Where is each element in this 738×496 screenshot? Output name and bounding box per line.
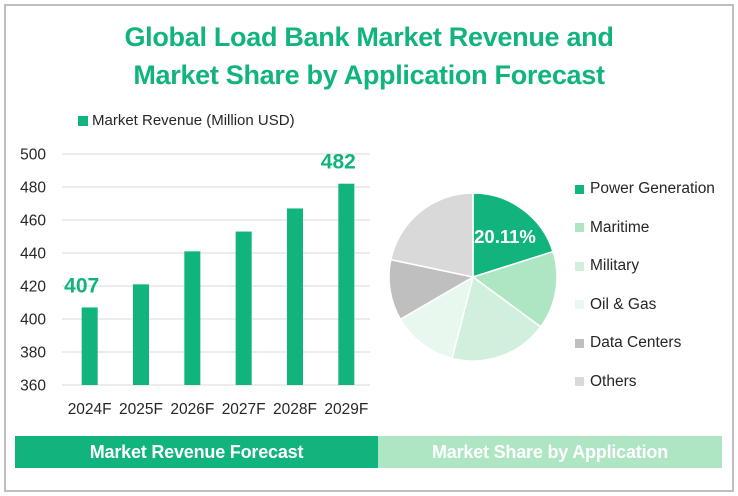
y-tick-label: 440 — [20, 246, 46, 263]
bar-legend: Market Revenue (Million USD) — [78, 112, 295, 129]
bar-y-tick-labels: 360 380 400 420 440 460 480 500 — [20, 147, 46, 395]
pie-legend-item: Power Generation — [575, 170, 715, 209]
pie-slice-military — [451, 275, 542, 362]
pie-legend-swatch — [575, 184, 584, 194]
pie-slice-others — [389, 192, 474, 278]
x-tick-label: 2025F — [119, 401, 163, 418]
pie-legend-label: Oil & Gas — [590, 295, 657, 313]
title-line-1: Global Load Bank Market Revenue and — [124, 22, 614, 52]
bar — [81, 307, 98, 385]
bar-legend-swatch — [78, 115, 88, 126]
pie-slice-data-centers — [388, 258, 476, 321]
pie-legend-label: Others — [590, 372, 637, 390]
pie-legend-label: Power Generation — [590, 180, 715, 198]
bar-data-label: 407 — [64, 274, 99, 297]
tab-market-share-by-application[interactable]: Market Share by Application — [378, 436, 722, 468]
y-tick-label: 480 — [20, 180, 46, 197]
pie-series — [388, 192, 558, 362]
pie-legend-item: Military — [575, 247, 715, 286]
pie-legend-swatch — [575, 377, 584, 387]
y-tick-label: 360 — [20, 378, 46, 395]
title-line-2: Market Share by Application Forecast — [133, 60, 605, 90]
chart-frame — [4, 4, 734, 492]
x-tick-label: 2028F — [273, 401, 317, 418]
pie-legend-label: Data Centers — [590, 334, 682, 352]
pie-legend-item: Maritime — [575, 209, 715, 248]
pie-legend-item: Oil & Gas — [575, 286, 715, 325]
pie-slice-oil-gas — [399, 275, 475, 360]
pie-legend-swatch — [575, 338, 584, 348]
y-tick-label: 500 — [20, 147, 46, 164]
bar-gridlines — [62, 153, 370, 386]
bar-x-tick-labels: 2024F 2025F 2026F 2027F 2028F 2029F — [68, 401, 369, 418]
pie-legend: Power Generation Maritime Military Oil & Ga… — [575, 170, 715, 401]
pie-slice-power-generation — [472, 192, 555, 279]
bar-data-labels: 407 482 — [64, 151, 356, 298]
chart-title: Global Load Bank Market Revenue and Mark… — [0, 18, 738, 94]
bar-series — [81, 183, 355, 385]
y-tick-label: 420 — [20, 279, 46, 296]
pie-legend-label: Military — [590, 257, 640, 275]
pie-slice-maritime — [471, 250, 558, 328]
bar-legend-label: Market Revenue (Million USD) — [92, 112, 295, 129]
pie-data-labels: 20.11% — [474, 226, 536, 247]
x-tick-label: 2026F — [170, 401, 214, 418]
bar — [133, 284, 149, 385]
bar — [235, 231, 252, 385]
tab-market-revenue-forecast[interactable]: Market Revenue Forecast — [15, 436, 378, 468]
x-tick-label: 2024F — [68, 401, 112, 418]
bar — [287, 208, 303, 385]
y-tick-label: 460 — [20, 213, 46, 230]
bar — [338, 183, 355, 385]
pie-legend-swatch — [575, 300, 584, 310]
y-tick-label: 380 — [20, 345, 46, 362]
y-tick-label: 400 — [20, 312, 46, 329]
pie-legend-item: Others — [575, 363, 715, 402]
pie-legend-label: Maritime — [590, 218, 650, 236]
pie-legend-swatch — [575, 223, 584, 233]
pie-data-label: 20.11% — [474, 226, 536, 247]
x-tick-label: 2027F — [222, 401, 266, 418]
x-tick-label: 2029F — [324, 401, 368, 418]
bar — [184, 251, 201, 385]
pie-legend-item: Data Centers — [575, 324, 715, 363]
footer-tab-bar: Market Revenue Forecast Market Share by … — [15, 436, 722, 468]
bar-data-label: 482 — [321, 151, 356, 174]
pie-legend-swatch — [575, 261, 584, 271]
